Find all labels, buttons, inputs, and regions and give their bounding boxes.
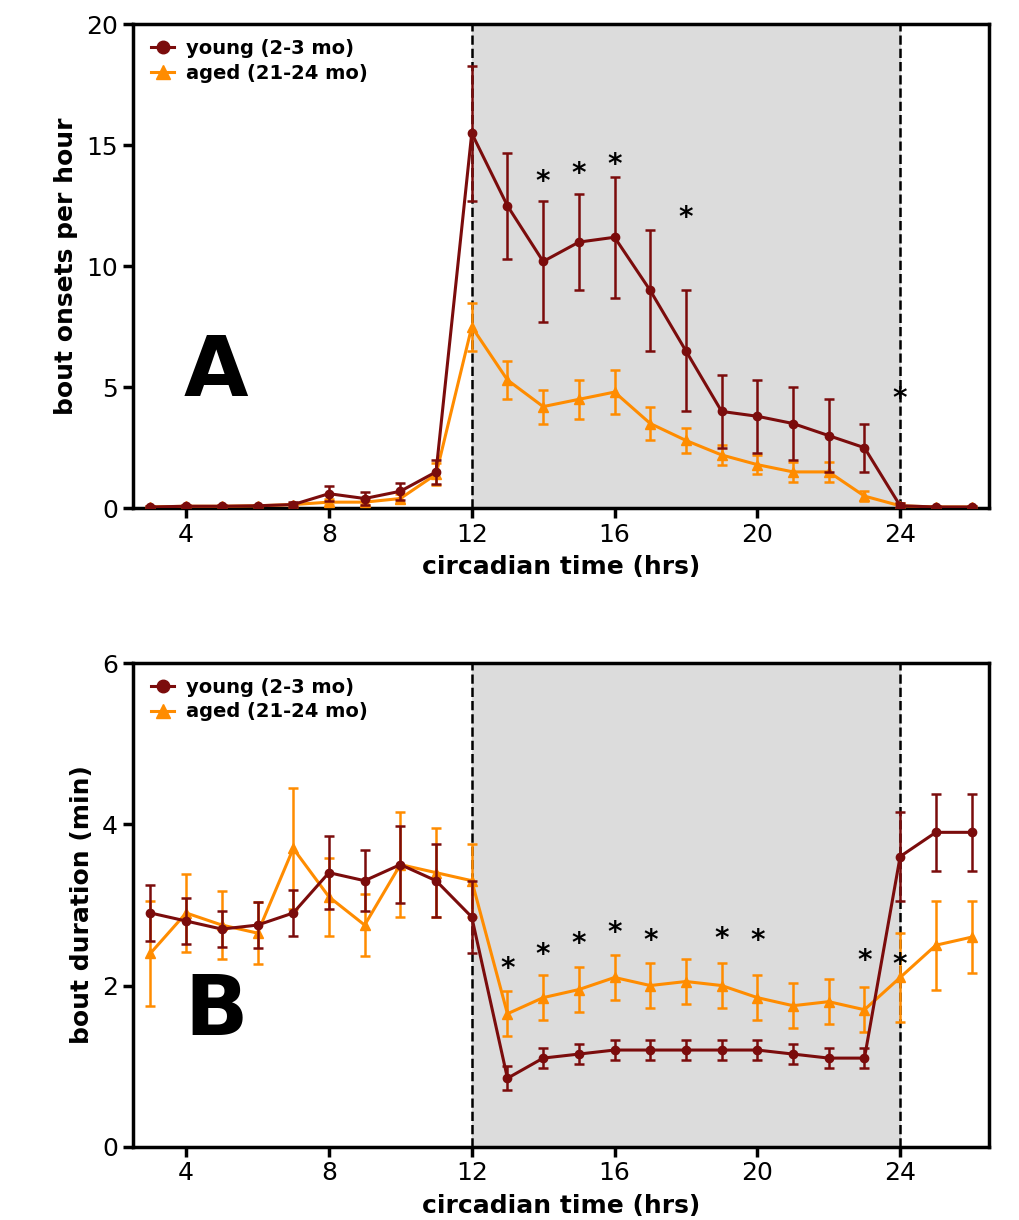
- X-axis label: circadian time (hrs): circadian time (hrs): [422, 1193, 699, 1218]
- Bar: [471, 24, 899, 509]
- Bar: [471, 662, 899, 1147]
- Text: *: *: [606, 919, 622, 947]
- Text: B: B: [183, 971, 248, 1052]
- Y-axis label: bout duration (min): bout duration (min): [69, 765, 94, 1044]
- Text: *: *: [499, 955, 515, 983]
- Text: *: *: [535, 941, 550, 969]
- Text: *: *: [678, 204, 693, 232]
- Legend: young (2-3 mo), aged (21-24 mo): young (2-3 mo), aged (21-24 mo): [151, 677, 367, 721]
- Text: A: A: [183, 332, 249, 414]
- Text: *: *: [571, 930, 586, 958]
- Text: *: *: [606, 151, 622, 178]
- Text: *: *: [571, 160, 586, 188]
- Text: *: *: [535, 167, 550, 195]
- Text: *: *: [856, 948, 871, 975]
- Text: *: *: [713, 925, 729, 953]
- Text: *: *: [749, 927, 764, 955]
- Text: *: *: [892, 386, 907, 414]
- Legend: young (2-3 mo), aged (21-24 mo): young (2-3 mo), aged (21-24 mo): [151, 39, 367, 83]
- Text: *: *: [892, 952, 907, 980]
- Y-axis label: bout onsets per hour: bout onsets per hour: [54, 117, 77, 415]
- X-axis label: circadian time (hrs): circadian time (hrs): [422, 555, 699, 580]
- Text: *: *: [642, 927, 657, 955]
